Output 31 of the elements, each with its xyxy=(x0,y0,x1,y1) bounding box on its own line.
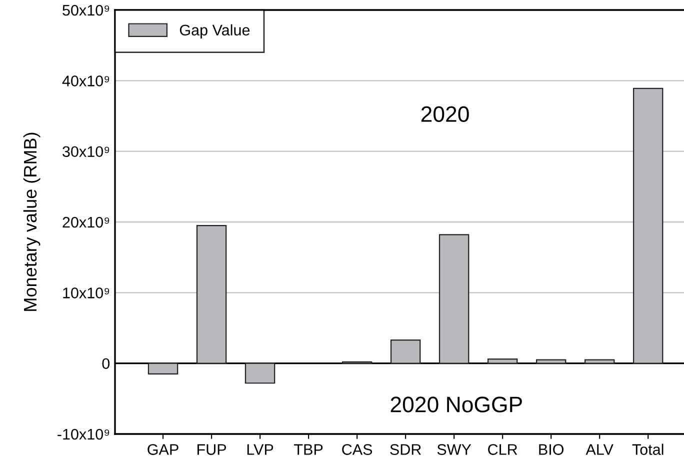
y-tick-label: -10x10⁹ xyxy=(58,428,110,440)
bar xyxy=(438,234,470,364)
x-tick-label: FUP xyxy=(198,444,226,455)
bar xyxy=(390,339,421,364)
bar xyxy=(632,88,664,364)
bar xyxy=(487,358,518,364)
y-tick-label: 0 xyxy=(102,358,110,370)
y-tick-label: 30x10⁹ xyxy=(62,146,110,158)
x-tick-label: CLR xyxy=(488,444,518,455)
x-tick-label: TBP xyxy=(294,444,323,455)
bar xyxy=(584,359,615,364)
x-tick-label: LVP xyxy=(247,444,274,455)
bar xyxy=(196,224,227,364)
y-tick-label: 10x10⁹ xyxy=(63,288,110,298)
x-tick-label: SWY xyxy=(437,444,472,455)
bar xyxy=(148,362,178,374)
annotation: 2020 xyxy=(421,106,469,122)
y-tick-label: 50x10⁹ xyxy=(62,4,110,16)
annotation: 2020 NoGGP xyxy=(390,396,522,412)
bar xyxy=(536,359,566,364)
x-tick-label: CAS xyxy=(342,444,372,455)
y-tick-label: 40x10⁹ xyxy=(62,76,110,86)
y-axis-title: Monetary value (RMB) xyxy=(23,132,40,311)
x-tick-label: SDR xyxy=(390,444,421,455)
legend-label: Gap Value xyxy=(180,24,250,39)
x-tick-label: Total xyxy=(632,444,664,455)
x-tick-label: GAP xyxy=(148,444,178,455)
bar xyxy=(244,362,276,384)
x-tick-label: BIO xyxy=(539,444,564,455)
y-tick-label: 20x10⁹ xyxy=(62,216,110,228)
x-tick-label: ALV xyxy=(586,444,614,455)
